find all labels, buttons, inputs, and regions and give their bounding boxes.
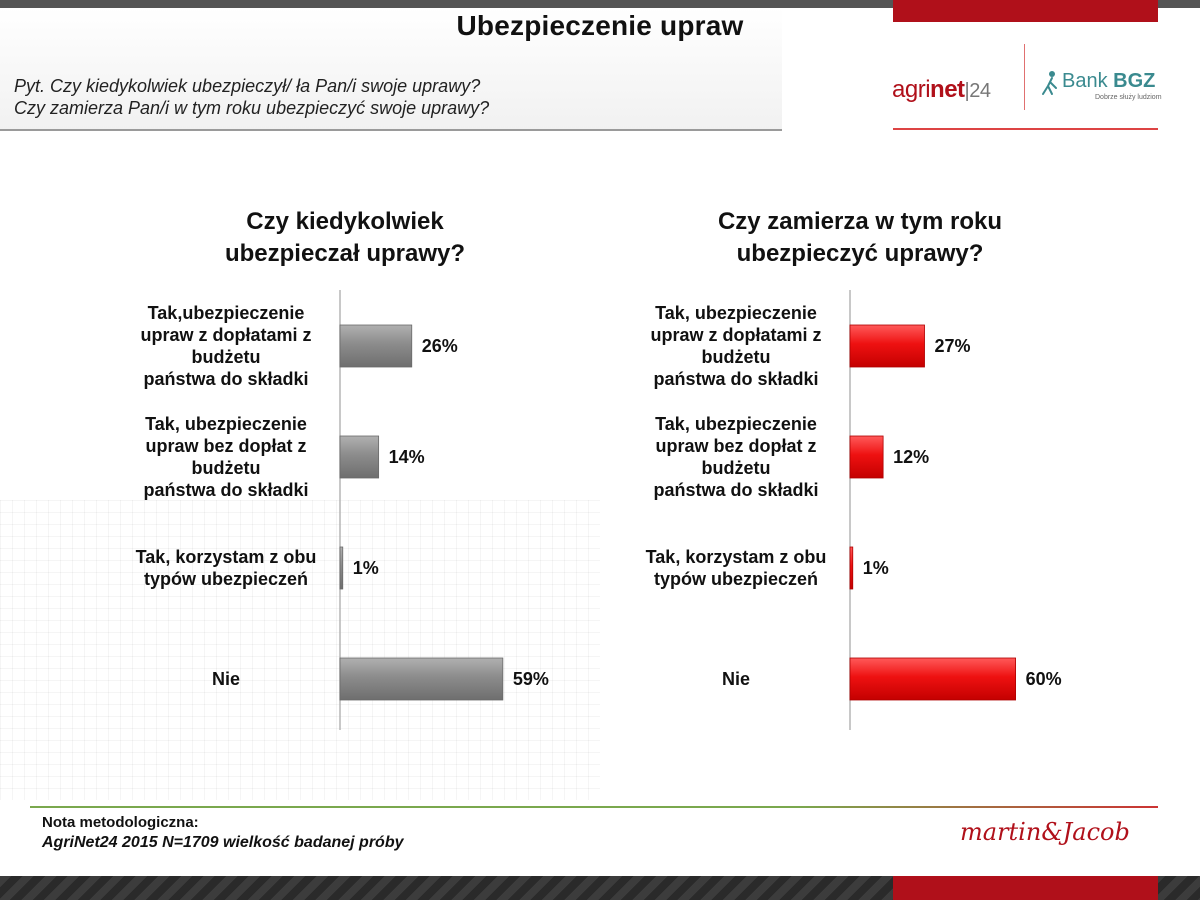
header-divider (0, 129, 782, 131)
right-category-label-4: Nie (722, 669, 750, 689)
right-category-label-3-line-2: typów ubezpieczeń (654, 569, 818, 589)
left-chart-title: Czy kiedykolwiek ubezpieczał uprawy? (170, 206, 520, 270)
right-category-label-1-line-3: budżetu (702, 347, 771, 367)
left-category-label-4-line-1: Nie (212, 669, 240, 689)
question-text: Pyt. Czy kiedykolwiek ubezpieczył/ ła Pa… (14, 75, 774, 119)
page-title: Ubezpieczenie upraw (456, 10, 744, 41)
right-category-label-1-line-2: upraw z dopłatami z (650, 325, 821, 345)
right-category-label-1: Tak, ubezpieczenie upraw z dopłatami z bud… (650, 303, 821, 389)
right-bar-2 (849, 435, 884, 479)
left-bar-3 (339, 546, 344, 590)
bottom-accent-bar (893, 876, 1158, 900)
right-category-label-4-line-1: Nie (722, 669, 750, 689)
right-chart-title: Czy zamierza w tym roku ubezpieczyć upra… (660, 206, 1060, 270)
right-value-label-1: 27% (935, 336, 971, 356)
header-panel (0, 8, 782, 130)
left-value-label-2: 14% (389, 447, 425, 467)
right-bar-4 (849, 657, 1017, 701)
right-category-label-3: Tak, korzystam z obu typów ubezpieczeń (646, 547, 827, 589)
left-category-label-1: Tak,ubezpieczenie upraw z dopłatami z budż… (140, 303, 311, 389)
right-category-label-3-line-1: Tak, korzystam z obu (646, 547, 827, 567)
left-category-label-2-line-3: budżetu (192, 458, 261, 478)
bank-name-bold: BGZ (1113, 70, 1156, 92)
methodology-note-body: AgriNet24 2015 N=1709 wielkość badanej p… (42, 834, 404, 851)
bank-name: Bank BGZ (1062, 70, 1155, 93)
left-category-label-2-line-2: upraw bez dopłat z (145, 436, 306, 456)
left-value-label-4: 59% (513, 669, 549, 689)
agrinet-logo-divider: | (964, 80, 970, 102)
bank-tagline: Dobrze służy ludziom (1095, 94, 1162, 101)
right-bar-3 (849, 546, 854, 590)
right-category-label-2-line-4: państwa do składki (653, 480, 818, 500)
martin-jacob-logo: martin&Jacob (960, 818, 1130, 846)
question-line-1: Pyt. Czy kiedykolwiek ubezpieczył/ ła Pa… (14, 76, 481, 96)
logo-separator (1024, 44, 1025, 110)
top-accent-bar (893, 0, 1158, 22)
right-category-label-2-line-3: budżetu (702, 458, 771, 478)
left-category-label-2: Tak, ubezpieczenie upraw bez dopłat z budż… (143, 414, 308, 500)
right-bar-chart: 27%Tak, ubezpieczenie upraw z dopłatami z… (646, 290, 1062, 730)
question-line-2: Czy zamierza Pan/i w tym roku ubezpieczy… (14, 98, 490, 118)
left-category-label-4: Nie (212, 669, 240, 689)
left-category-label-2-line-4: państwa do składki (143, 480, 308, 500)
right-category-label-1-line-4: państwa do składki (653, 369, 818, 389)
left-bar-1 (339, 324, 413, 368)
logo-underline (893, 128, 1158, 130)
left-bar-2 (339, 435, 380, 479)
right-chart-title-line-1: Czy zamierza w tym roku (717, 208, 1003, 235)
right-chart-title-line-2: ubezpieczyć uprawy? (736, 240, 984, 267)
right-category-label-2: Tak, ubezpieczenie upraw bez dopłat z budż… (653, 414, 818, 500)
agrinet-logo: agrinet|24 (892, 76, 991, 104)
left-category-label-3: Tak, korzystam z obu typów ubezpieczeń (136, 547, 317, 589)
right-category-label-2-line-1: Tak, ubezpieczenie (655, 414, 817, 434)
left-chart-title-line-1: Czy kiedykolwiek (246, 208, 444, 235)
bank-person-icon (1042, 71, 1057, 95)
top-bar (0, 0, 1200, 8)
agrinet-logo-number: 24 (969, 80, 991, 102)
right-category-label-1-line-1: Tak, ubezpieczenie (655, 303, 817, 323)
footer-divider (30, 806, 1158, 808)
agrinet-logo-prefix: agri (892, 76, 931, 103)
right-value-label-4: 60% (1026, 669, 1062, 689)
left-category-label-2-line-1: Tak, ubezpieczenie (145, 414, 307, 434)
background-grid (0, 500, 600, 800)
left-category-label-1-line-1: Tak,ubezpieczenie (148, 303, 305, 323)
left-category-label-1-line-2: upraw z dopłatami z (140, 325, 311, 345)
left-value-label-1: 26% (422, 336, 458, 356)
left-category-label-1-line-4: państwa do składki (143, 369, 308, 389)
right-value-label-2: 12% (893, 447, 929, 467)
right-bar-1 (849, 324, 925, 368)
agrinet-logo-bold: net (930, 76, 965, 103)
right-value-label-3: 1% (863, 558, 889, 578)
bank-name-prefix: Bank (1062, 70, 1108, 92)
left-category-label-1-line-3: budżetu (192, 347, 261, 367)
left-value-label-3: 1% (353, 558, 379, 578)
right-category-label-2-line-2: upraw bez dopłat z (655, 436, 816, 456)
left-chart-title-line-2: ubezpieczał uprawy? (224, 240, 466, 267)
left-category-label-3-line-2: typów ubezpieczeń (144, 569, 308, 589)
left-category-label-3-line-1: Tak, korzystam z obu (136, 547, 317, 567)
left-bar-4 (339, 657, 504, 701)
methodology-note-heading: Nota metodologiczna: (42, 814, 199, 831)
